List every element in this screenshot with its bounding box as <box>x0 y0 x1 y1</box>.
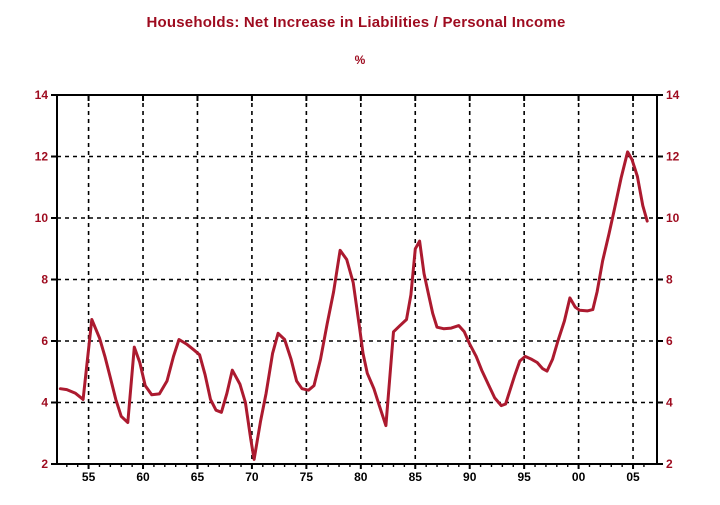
x-tick-label: 60 <box>136 470 150 484</box>
data-series <box>58 150 649 461</box>
y-tick-label-left: 12 <box>35 150 49 164</box>
gridlines <box>57 95 657 464</box>
y-tick-label-left: 6 <box>41 334 48 348</box>
y-tick-label-right: 8 <box>666 273 673 287</box>
x-axis-labels: 55 60 65 70 75 80 85 90 95 00 05 <box>82 470 640 484</box>
x-tick-label: 05 <box>626 470 640 484</box>
y-tick-label-right: 4 <box>666 396 673 410</box>
x-tick-label: 70 <box>245 470 259 484</box>
x-tick-label: 85 <box>409 470 423 484</box>
series-line <box>58 150 649 461</box>
x-tick-label: 80 <box>354 470 368 484</box>
y-tick-label-left: 14 <box>35 88 49 102</box>
x-tick-label: 90 <box>463 470 477 484</box>
y-tick-label-right: 6 <box>666 334 673 348</box>
y-tick-label-right: 12 <box>666 150 680 164</box>
y-tick-label-right: 10 <box>666 211 680 225</box>
y-tick-label-right: 14 <box>666 88 680 102</box>
y-tick-label-left: 2 <box>41 457 48 471</box>
x-tick-label: 55 <box>82 470 96 484</box>
y-tick-label-left: 10 <box>35 211 49 225</box>
y-tick-label-left: 4 <box>41 396 48 410</box>
y-tick-label-left: 8 <box>41 273 48 287</box>
y-axis-labels: 2 2 4 4 6 6 8 8 10 10 12 12 14 14 <box>35 88 680 471</box>
y-tick-label-right: 2 <box>666 457 673 471</box>
chart-title: Households: Net Increase in Liabilities … <box>146 14 566 31</box>
x-tick-label: 00 <box>572 470 586 484</box>
x-tick-label: 75 <box>300 470 314 484</box>
tick-marks <box>51 94 663 469</box>
unit-label: % <box>354 53 366 67</box>
x-tick-label: 65 <box>191 470 205 484</box>
x-tick-label: 95 <box>517 470 531 484</box>
